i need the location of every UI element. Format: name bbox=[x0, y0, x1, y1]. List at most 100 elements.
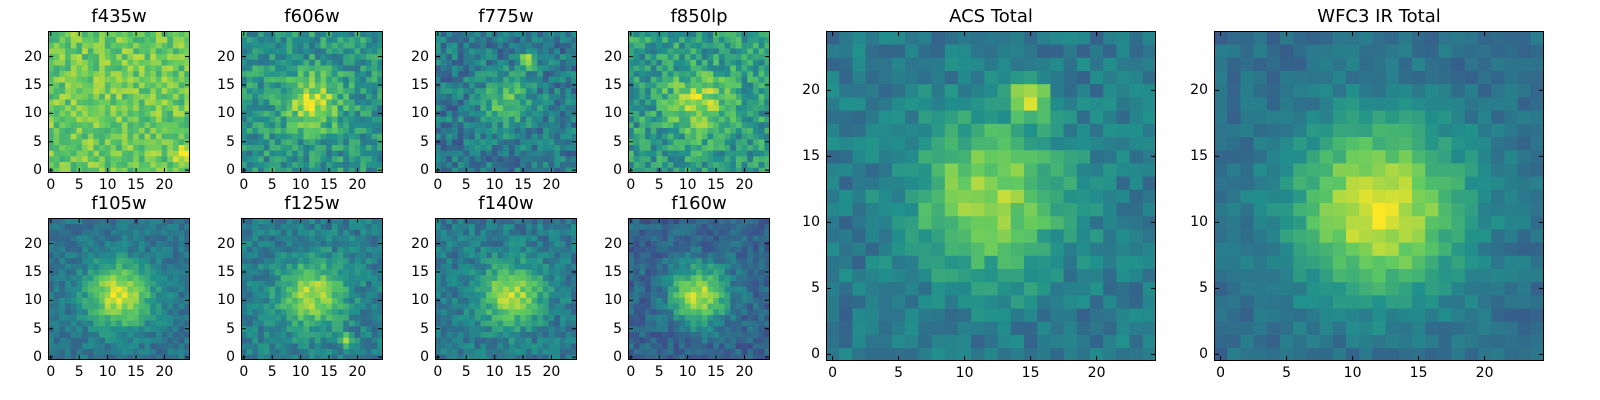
heatmap-cell bbox=[503, 87, 510, 94]
heatmap-cell bbox=[559, 144, 567, 151]
heatmap-cell bbox=[684, 161, 691, 168]
heatmap-cell bbox=[70, 70, 77, 77]
heatmap-cell bbox=[758, 331, 765, 338]
heatmap-cell bbox=[258, 303, 265, 310]
heatmap-cell bbox=[150, 144, 157, 151]
heatmap-cell bbox=[565, 138, 572, 145]
heatmap-cell bbox=[662, 76, 669, 83]
heatmap-cell bbox=[565, 348, 572, 355]
heatmap-cell bbox=[457, 82, 464, 89]
heatmap-cell bbox=[764, 42, 770, 49]
heatmap-cell bbox=[440, 87, 447, 94]
heatmap-cell bbox=[127, 82, 134, 89]
heatmap-cell bbox=[127, 116, 134, 123]
heatmap-cell bbox=[138, 161, 145, 168]
heatmap-cell bbox=[508, 76, 515, 83]
heatmap-cell bbox=[457, 297, 464, 304]
heatmap-cell bbox=[735, 274, 742, 281]
heatmap-cell bbox=[503, 155, 510, 163]
heatmap-cell bbox=[286, 138, 293, 145]
heatmap-cell bbox=[684, 53, 691, 60]
heatmap-cell bbox=[684, 297, 691, 304]
heatmap-cell bbox=[121, 252, 128, 259]
heatmap-cell bbox=[679, 82, 686, 89]
heatmap-cell bbox=[161, 138, 168, 145]
heatmap-cell bbox=[263, 325, 270, 332]
heatmap-cell bbox=[303, 82, 310, 89]
heatmap-cell bbox=[548, 93, 555, 100]
heatmap-cell bbox=[724, 280, 731, 287]
heatmap-cell bbox=[741, 59, 748, 66]
heatmap-cell bbox=[542, 70, 549, 77]
heatmap-cell bbox=[133, 53, 140, 60]
heatmap-cell bbox=[645, 308, 652, 315]
heatmap-cell bbox=[469, 348, 476, 355]
heatmap-cell bbox=[457, 150, 464, 157]
heatmap-cell bbox=[121, 354, 128, 360]
heatmap-cell bbox=[701, 348, 708, 355]
heatmap-cell bbox=[87, 331, 94, 338]
heatmap-cell bbox=[656, 286, 663, 293]
heatmap-cell bbox=[320, 269, 327, 276]
x-tick-label: 5 bbox=[461, 177, 471, 193]
heatmap-cell bbox=[696, 76, 703, 83]
heatmap-cell bbox=[121, 133, 128, 140]
heatmap-cell bbox=[337, 280, 344, 287]
heatmap-cell bbox=[713, 161, 720, 168]
heatmap-cell bbox=[645, 280, 652, 287]
heatmap-cell bbox=[161, 104, 168, 111]
heatmap-cell bbox=[503, 348, 510, 355]
heatmap-cell bbox=[679, 116, 686, 123]
heatmap-cell bbox=[354, 269, 361, 276]
heatmap-cell bbox=[491, 150, 498, 157]
heatmap-cell bbox=[690, 331, 697, 338]
heatmap-cell bbox=[463, 150, 470, 157]
heatmap-cell bbox=[463, 325, 470, 332]
heatmap-cell bbox=[662, 93, 669, 100]
heatmap-cell bbox=[491, 337, 498, 344]
heatmap-cell bbox=[565, 93, 572, 100]
heatmap-cell bbox=[514, 280, 521, 287]
heatmap-cell bbox=[752, 87, 760, 94]
heatmap-cell bbox=[514, 48, 521, 55]
heatmap-cell bbox=[463, 138, 470, 145]
heatmap-cell bbox=[286, 48, 293, 55]
heatmap-cell bbox=[360, 161, 367, 168]
heatmap-cell bbox=[178, 31, 185, 38]
heatmap-cell bbox=[59, 104, 66, 111]
heatmap-cell bbox=[503, 42, 510, 49]
heatmap-cell bbox=[99, 104, 106, 111]
heatmap-cell bbox=[121, 263, 128, 270]
heatmap-cell bbox=[48, 161, 55, 168]
heatmap-cell bbox=[559, 110, 567, 117]
heatmap-cell bbox=[690, 286, 697, 293]
heatmap-cell bbox=[87, 263, 94, 270]
heatmap-cell bbox=[365, 31, 373, 38]
x-tick-label: 0 bbox=[433, 177, 443, 193]
heatmap-cell bbox=[172, 167, 180, 173]
heatmap-cell bbox=[718, 116, 725, 123]
heatmap-cell bbox=[172, 110, 180, 117]
heatmap-cell bbox=[150, 121, 157, 128]
heatmap-cell bbox=[508, 48, 515, 55]
heatmap-cell bbox=[371, 280, 378, 287]
heatmap-cell bbox=[520, 59, 527, 66]
heatmap-cell bbox=[684, 348, 691, 355]
heatmap-cell bbox=[542, 138, 549, 145]
heatmap-cell bbox=[571, 31, 577, 38]
heatmap-cell bbox=[161, 133, 168, 140]
heatmap-cell bbox=[554, 269, 561, 276]
heatmap-cell bbox=[503, 263, 510, 270]
heatmap-cell bbox=[571, 348, 577, 355]
heatmap-cell bbox=[463, 93, 470, 100]
heatmap-cell bbox=[365, 303, 373, 310]
heatmap-cell bbox=[730, 348, 737, 355]
heatmap-cell bbox=[314, 229, 321, 236]
heatmap-cell bbox=[707, 325, 714, 332]
heatmap-cell bbox=[343, 59, 350, 66]
heatmap-cell bbox=[764, 337, 770, 344]
heatmap-cell bbox=[286, 354, 293, 360]
heatmap-cell bbox=[99, 252, 106, 259]
heatmap-cell bbox=[673, 76, 680, 83]
heatmap-cell bbox=[110, 280, 117, 287]
